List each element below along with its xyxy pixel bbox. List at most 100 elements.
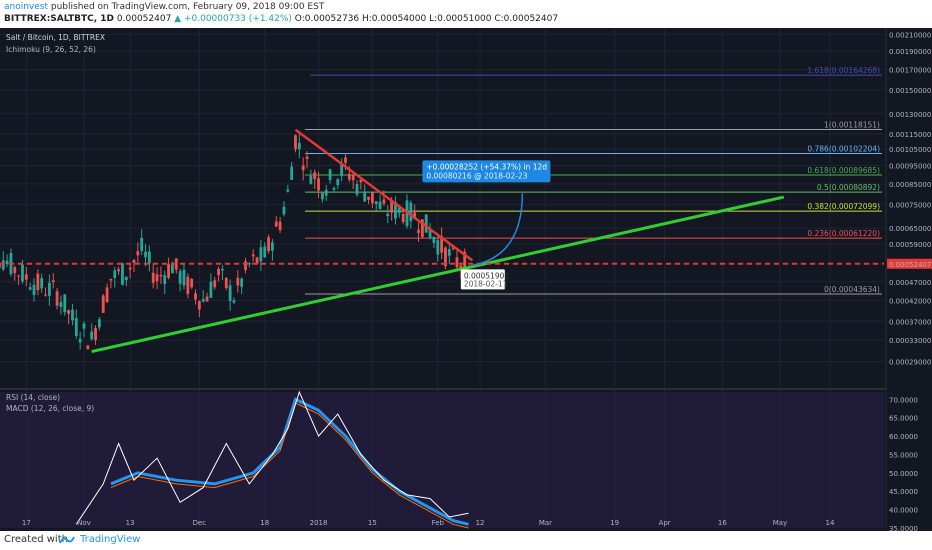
candle-body bbox=[140, 238, 144, 252]
time-tick-label: 14 bbox=[826, 519, 835, 527]
time-tick-label: 12 bbox=[476, 519, 485, 527]
candle-body bbox=[155, 274, 159, 282]
candle-body bbox=[186, 276, 190, 295]
candle-body bbox=[236, 277, 240, 286]
fib-level-label: 0.236(0.00061220) bbox=[807, 229, 880, 238]
candle-body bbox=[251, 254, 255, 257]
candle-body bbox=[370, 192, 374, 204]
price-tick-label: 0.00105000 bbox=[889, 146, 931, 154]
candle-body bbox=[347, 173, 351, 180]
candle-body bbox=[178, 271, 182, 284]
projection-curve bbox=[472, 193, 524, 267]
candle-body bbox=[209, 281, 213, 298]
time-tick-label: 13 bbox=[126, 519, 135, 527]
candle-body bbox=[136, 251, 140, 256]
candle-body bbox=[397, 205, 401, 214]
price-change: ▲ +0.00000733 (+1.42%) bbox=[174, 14, 292, 24]
fib-level-label: 1.618(0.00164268) bbox=[807, 66, 880, 75]
price-tick-label: 0.00085000 bbox=[889, 181, 931, 189]
candle-body bbox=[182, 269, 186, 286]
fib-level-label: 0.786(0.00102204) bbox=[807, 144, 880, 153]
price-tick-label: 0.00130000 bbox=[889, 111, 931, 119]
candle-body bbox=[336, 179, 340, 186]
legend-rsi: RSI (14, close) bbox=[6, 393, 60, 402]
candle-body bbox=[1, 260, 5, 270]
time-tick-label: 2018 bbox=[310, 519, 328, 527]
candle-body bbox=[255, 257, 259, 264]
candle-body bbox=[282, 206, 286, 215]
time-tick-label: Apr bbox=[659, 519, 671, 527]
candle-body bbox=[0, 264, 1, 269]
candle-body bbox=[244, 261, 247, 271]
candle-body bbox=[297, 142, 301, 150]
candle-body bbox=[190, 278, 194, 288]
candle-body bbox=[267, 237, 270, 252]
price-tick-label: 0.00059000 bbox=[889, 241, 931, 249]
time-tick-label: May bbox=[773, 519, 787, 527]
candle-body bbox=[224, 277, 228, 289]
candle-body bbox=[382, 199, 386, 204]
price-tick-label: 0.00065000 bbox=[889, 225, 931, 233]
point-label-box bbox=[460, 269, 505, 290]
candle-body bbox=[90, 331, 94, 340]
candle-body bbox=[221, 268, 224, 271]
candle-body bbox=[386, 213, 390, 217]
candle-body bbox=[147, 251, 151, 263]
candle-body bbox=[132, 259, 136, 263]
candle-body bbox=[28, 287, 32, 290]
price-chart[interactable]: 1(0.00118151) 0.786(0.00102204) 0.618(0.00… bbox=[0, 28, 932, 531]
candle-body bbox=[451, 246, 455, 249]
candle-body bbox=[36, 273, 40, 291]
candle-body bbox=[240, 278, 244, 287]
candle-body bbox=[428, 229, 432, 239]
fibonacci-levels: 1(0.00118151) 0.786(0.00102204) 0.618(0.00… bbox=[305, 66, 882, 295]
time-tick-label: Mar bbox=[539, 519, 552, 527]
candle-body bbox=[17, 275, 21, 277]
author-link[interactable]: anoinvest bbox=[4, 2, 49, 12]
candle-body bbox=[317, 178, 320, 191]
time-tick-label: 16 bbox=[718, 519, 727, 527]
candle-body bbox=[447, 249, 451, 256]
candle-body bbox=[444, 247, 447, 267]
rsi-tick-label: 60.0000 bbox=[889, 433, 918, 441]
projection-callout-box bbox=[422, 160, 551, 183]
candle-body bbox=[413, 212, 417, 219]
candle-body bbox=[301, 165, 305, 171]
current-price-tag bbox=[887, 258, 932, 269]
candle-body bbox=[74, 318, 78, 337]
candle-body bbox=[174, 258, 178, 270]
candle-body bbox=[394, 201, 397, 219]
candle-body bbox=[355, 184, 359, 195]
candle-body bbox=[117, 269, 121, 272]
rsi-tick-label: 40.0000 bbox=[889, 507, 918, 515]
candle-body bbox=[167, 264, 170, 278]
candle-body bbox=[71, 309, 74, 321]
macd-line bbox=[110, 397, 469, 526]
resistance-trendline bbox=[294, 128, 474, 262]
time-tick-label: 17 bbox=[22, 519, 31, 527]
price-tick-label: 0.00150000 bbox=[889, 87, 931, 95]
legend-macd: MACD (12, 26, close, 9) bbox=[6, 404, 94, 413]
price-tick-label: 0.00190000 bbox=[889, 48, 931, 56]
candle-body bbox=[78, 338, 82, 343]
candle-body bbox=[82, 323, 86, 329]
candle-body bbox=[409, 202, 413, 222]
candle-body bbox=[459, 265, 463, 270]
candle-body bbox=[101, 295, 105, 313]
candle-body bbox=[324, 189, 328, 196]
tradingview-brand[interactable]: TradingView bbox=[80, 534, 141, 545]
legend: Salt / Bitcoin, 1D, BITTREX Ichimoku (9,… bbox=[6, 33, 105, 413]
candle-body bbox=[417, 229, 420, 234]
fib-level-label: 0.618(0.00089685) bbox=[807, 166, 880, 175]
candle-body bbox=[321, 192, 324, 200]
candle-body bbox=[109, 278, 113, 281]
candle-body bbox=[205, 296, 209, 302]
candle-body bbox=[263, 246, 267, 258]
candle-body bbox=[5, 260, 9, 265]
tradingview-logo-icon bbox=[59, 536, 75, 544]
candle-body bbox=[55, 291, 59, 306]
time-tick-label: Nov bbox=[77, 519, 91, 527]
price-tick-label: 0.00037000 bbox=[889, 318, 931, 326]
candle-body bbox=[144, 251, 147, 258]
